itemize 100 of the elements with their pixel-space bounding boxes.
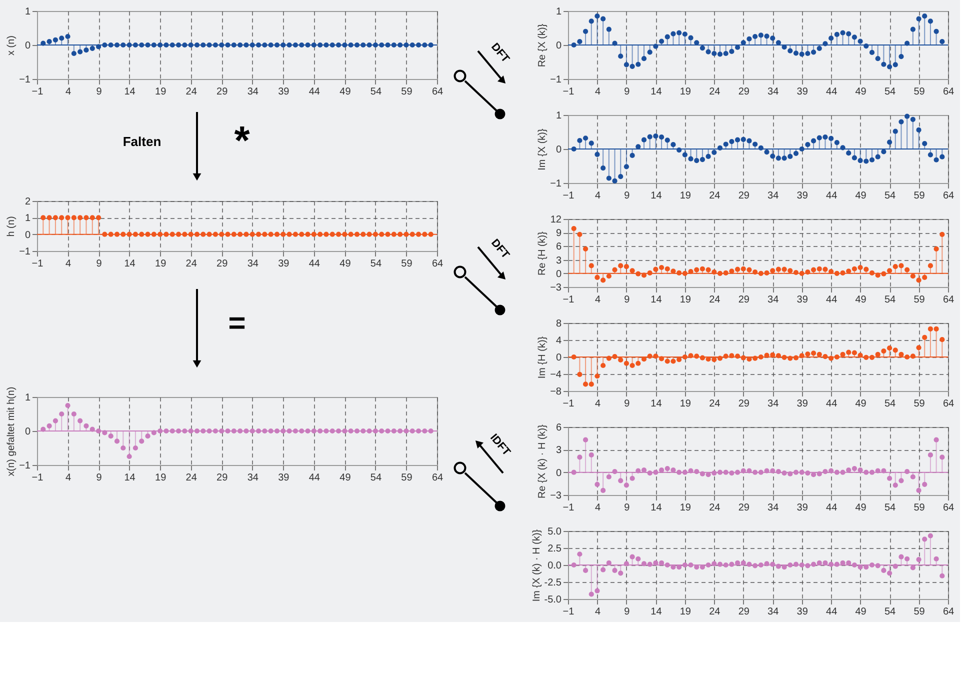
- y-tick-label: 1: [24, 6, 31, 18]
- x-tick-label: 39: [278, 86, 290, 98]
- x-tick-label: 9: [96, 472, 102, 484]
- x-tick-label: 49: [855, 398, 867, 410]
- x-tick-label: 59: [401, 472, 413, 484]
- x-tick-label: 59: [914, 294, 926, 306]
- x-tick-label: 39: [796, 86, 808, 98]
- y-axis-title: x(n) gefaltet mit h(n): [6, 386, 18, 476]
- x-tick-label: 24: [186, 472, 198, 484]
- x-tick-label: 14: [124, 258, 136, 270]
- x-tick-label: 34: [768, 86, 780, 98]
- x-tick-label: −1: [32, 472, 44, 484]
- y-axis-title: h (n): [6, 216, 18, 237]
- x-tick-label: 29: [738, 606, 750, 618]
- x-tick-label: 9: [624, 398, 630, 410]
- y-tick-label: 6: [556, 422, 562, 434]
- x-tick-label: 39: [796, 190, 808, 202]
- y-tick-label: −1: [550, 74, 562, 86]
- y-tick-label: 0.0: [548, 560, 562, 572]
- x-tick-label: 44: [308, 472, 320, 484]
- x-tick-label: 39: [278, 472, 290, 484]
- x-tick-label: −1: [32, 86, 44, 98]
- x-tick-label: 64: [432, 472, 444, 484]
- x-tick-label: −1: [562, 398, 575, 410]
- y-axis-title: Im {X (k) · H (k)}: [531, 528, 542, 602]
- y-tick-label: 1: [556, 110, 562, 122]
- x-tick-label: 49: [855, 294, 867, 306]
- x-tick-label: −1: [562, 606, 575, 618]
- x-tick-label: 29: [738, 86, 750, 98]
- x-tick-label: 29: [216, 86, 228, 98]
- x-tick-label: 9: [96, 258, 102, 270]
- x-tick-label: 39: [278, 258, 290, 270]
- text: DFT: [488, 236, 512, 262]
- x-tick-label: −1: [562, 502, 575, 514]
- x-tick-label: 24: [709, 606, 721, 618]
- y-tick-label: 0: [24, 40, 31, 52]
- x-tick-label: 14: [650, 294, 662, 306]
- y-tick-label: −4: [550, 370, 562, 380]
- y-tick-label: 12: [550, 214, 562, 226]
- x-tick-label: 49: [340, 258, 352, 270]
- x-tick-label: 4: [65, 86, 72, 98]
- x-tick-label: 4: [594, 294, 601, 306]
- x-tick-label: 19: [680, 190, 692, 202]
- text: =: [228, 307, 246, 340]
- y-tick-label: 8: [556, 318, 562, 330]
- x-tick-label: 49: [855, 606, 867, 618]
- x-tick-label: 34: [768, 502, 780, 514]
- x-tick-label: 39: [796, 502, 808, 514]
- x-tick-label: 59: [914, 398, 926, 410]
- x-tick-label: 24: [186, 86, 198, 98]
- x-tick-label: 4: [65, 258, 72, 270]
- y-tick-label: 0: [24, 230, 31, 241]
- x-tick-label: 9: [624, 606, 630, 618]
- y-tick-label: 3: [556, 255, 562, 266]
- x-tick-label: 14: [650, 86, 662, 98]
- x-tick-label: 64: [942, 294, 954, 306]
- y-tick-label: 5.0: [548, 526, 562, 538]
- x-tick-label: 49: [855, 190, 867, 202]
- x-tick-label: 24: [709, 502, 721, 514]
- x-tick-label: 19: [155, 258, 167, 270]
- x-tick-label: 54: [884, 86, 896, 98]
- x-tick-label: 24: [709, 294, 721, 306]
- x-tick-label: 59: [914, 86, 926, 98]
- x-tick-label: 29: [738, 502, 750, 514]
- text: *: [234, 119, 250, 163]
- x-tick-label: 64: [432, 86, 444, 98]
- x-tick-label: 4: [594, 86, 601, 98]
- x-tick-label: 19: [155, 472, 167, 484]
- y-tick-label: 0: [556, 468, 562, 479]
- y-tick-label: −8: [550, 386, 562, 398]
- x-tick-label: 59: [914, 190, 926, 202]
- x-tick-label: 59: [401, 258, 413, 270]
- x-tick-label: 34: [768, 606, 780, 618]
- x-tick-label: 54: [370, 472, 382, 484]
- x-tick-label: 29: [738, 294, 750, 306]
- x-tick-label: 4: [594, 190, 601, 202]
- x-tick-label: 44: [826, 190, 838, 202]
- y-tick-label: −3: [550, 282, 562, 294]
- x-tick-label: 14: [650, 606, 662, 618]
- y-tick-label: 1: [24, 392, 31, 404]
- y-tick-label: -2.5: [544, 578, 562, 588]
- x-tick-label: 19: [680, 606, 692, 618]
- x-tick-label: 49: [855, 502, 867, 514]
- x-tick-label: 9: [624, 190, 630, 202]
- x-tick-label: 9: [624, 86, 630, 98]
- x-tick-label: 64: [432, 258, 444, 270]
- x-tick-label: 49: [340, 86, 352, 98]
- x-tick-label: 34: [247, 472, 259, 484]
- y-axis-title: Im {X (k)}: [537, 128, 548, 170]
- x-tick-label: 19: [680, 502, 692, 514]
- x-tick-label: 59: [914, 502, 926, 514]
- x-tick-label: 34: [247, 86, 259, 98]
- y-tick-label: 2.5: [548, 544, 562, 554]
- y-tick-label: 1: [24, 213, 31, 224]
- x-tick-label: 4: [594, 502, 601, 514]
- y-axis-title: Re {X (k)}: [537, 23, 548, 68]
- x-tick-label: 34: [247, 258, 259, 270]
- x-tick-label: 64: [942, 190, 954, 202]
- x-tick-label: 59: [401, 86, 413, 98]
- x-tick-label: 24: [709, 190, 721, 202]
